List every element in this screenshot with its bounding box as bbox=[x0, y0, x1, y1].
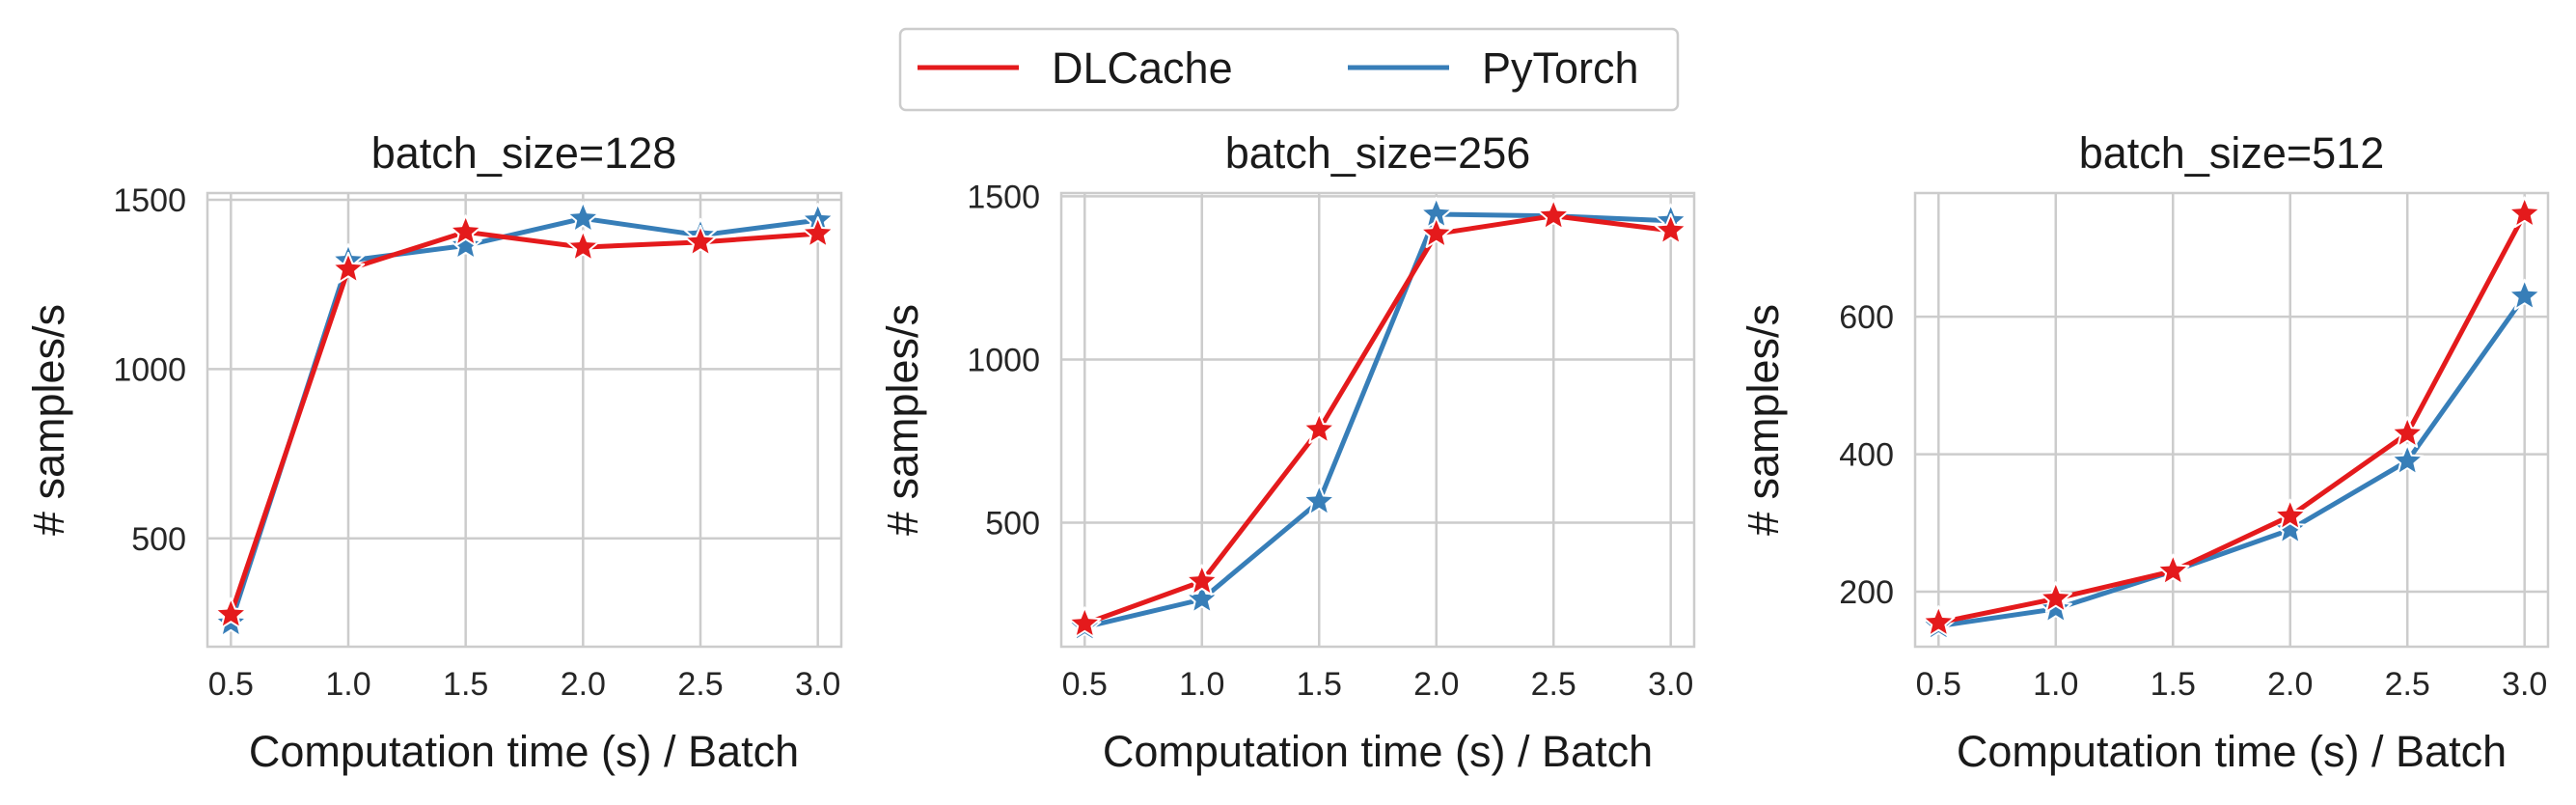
panel-2-series-pytorch bbox=[1068, 197, 1687, 642]
panel-1-dlcache-point bbox=[683, 224, 718, 257]
panel-2-x-axis-label: Computation time (s) / Batch bbox=[1103, 727, 1653, 776]
panel-3-y-tick-label: 400 bbox=[1839, 437, 1894, 474]
panel-1-y-tick-label: 1500 bbox=[113, 182, 186, 219]
panel-1-pytorch-line bbox=[228, 215, 819, 625]
panel-2-dlcache-point bbox=[1302, 412, 1336, 444]
panel-3-dlcache-point bbox=[2391, 416, 2425, 448]
panel-3-dlcache-point bbox=[2273, 498, 2307, 531]
panel-1-dlcache-point bbox=[449, 214, 482, 247]
panel-2-grid bbox=[1061, 193, 1694, 647]
panel-2-title: batch_size=256 bbox=[1225, 128, 1531, 178]
legend: DLCache PyTorch bbox=[898, 27, 1680, 112]
panel-3-y-axis-label: # samples/s bbox=[1739, 304, 1788, 536]
panel-batch-128: batch_size=128 500 1000 1500 0.5 1.0 1.5 2.0 2… bbox=[24, 128, 843, 776]
panel-3-dlcache-point bbox=[2156, 553, 2190, 586]
panel-1-y-tick-label: 500 bbox=[131, 521, 186, 558]
panel-3-x-tick-label: 1.0 bbox=[2033, 666, 2078, 703]
panel-3-dlcache-point bbox=[2507, 196, 2541, 229]
panel-1-grid bbox=[207, 193, 841, 647]
panel-2-x-tick-label: 2.0 bbox=[1413, 666, 1459, 703]
panel-3-x-tick-label: 0.5 bbox=[1916, 666, 1961, 703]
panel-2-pytorch-point bbox=[1185, 582, 1219, 614]
panel-3-dlcache-point bbox=[2039, 581, 2072, 613]
panel-1-y-axis-label: # samples/s bbox=[24, 304, 73, 536]
panel-3-pytorch-point bbox=[2507, 278, 2541, 311]
panel-3-x-axis-label: Computation time (s) / Batch bbox=[1957, 727, 2507, 776]
panel-1-x-axis-label: Computation time (s) / Batch bbox=[249, 727, 799, 776]
panel-3-pytorch-line bbox=[1937, 294, 2527, 629]
panel-3-frame bbox=[1913, 191, 2550, 649]
panel-2-x-tick-label: 0.5 bbox=[1062, 666, 1108, 703]
panel-1-dlcache-line bbox=[228, 229, 818, 616]
panel-1-x-tick-label: 1.5 bbox=[443, 666, 488, 703]
panel-3-series-dlcache bbox=[1922, 196, 2541, 637]
panel-2-series-dlcache bbox=[1068, 198, 1687, 639]
panel-1-y-ticks: 500 1000 1500 bbox=[113, 182, 186, 558]
legend-frame bbox=[898, 27, 1680, 112]
panel-2-x-tick-label: 2.5 bbox=[1531, 666, 1576, 703]
panel-3-y-tick-label: 200 bbox=[1839, 574, 1894, 611]
panel-3-x-tick-label: 2.5 bbox=[2385, 666, 2430, 703]
legend-label-dlcache: DLCache bbox=[1052, 43, 1233, 93]
panel-3-x-tick-label: 1.5 bbox=[2151, 666, 2196, 703]
panel-3-x-tick-label: 3.0 bbox=[2502, 666, 2547, 703]
panel-1-x-tick-label: 1.0 bbox=[325, 666, 370, 703]
panel-1-x-tick-label: 0.5 bbox=[208, 666, 254, 703]
panel-2-frame bbox=[1059, 191, 1696, 649]
panel-3-title: batch_size=512 bbox=[2079, 128, 2385, 178]
panel-1-dlcache-point bbox=[214, 597, 248, 629]
panel-1-pytorch-point bbox=[566, 201, 600, 234]
panel-batch-256: batch_size=256 500 1000 1500 0.5 1.0 1.5 2.0 2… bbox=[878, 128, 1696, 776]
panel-3-dlcache-point bbox=[1922, 605, 1956, 637]
panel-3-pytorch-point bbox=[2391, 443, 2425, 476]
panel-2-dlcache-line bbox=[1083, 213, 1672, 626]
panel-batch-512: batch_size=512 200 400 600 0.5 1.0 1.5 2.0 2.5… bbox=[1739, 128, 2550, 776]
panel-2-x-tick-label: 1.0 bbox=[1179, 666, 1224, 703]
panel-2-pytorch-line bbox=[1083, 211, 1671, 630]
panel-2-x-tick-label: 1.5 bbox=[1297, 666, 1342, 703]
panel-2-y-axis-label: # samples/s bbox=[878, 304, 927, 536]
panel-3-series-pytorch bbox=[1922, 278, 2541, 641]
panel-1-x-tick-label: 3.0 bbox=[795, 666, 840, 703]
panel-1-dlcache-point bbox=[566, 230, 600, 262]
panel-1-x-ticks: 0.5 1.0 1.5 2.0 2.5 3.0 bbox=[208, 666, 841, 703]
panel-2-dlcache-point bbox=[1654, 212, 1687, 245]
panel-1-dlcache-point bbox=[331, 251, 366, 284]
panel-1-series-pytorch bbox=[214, 201, 835, 638]
panel-1-dlcache-point bbox=[801, 216, 835, 248]
panel-1-title: batch_size=128 bbox=[371, 128, 677, 178]
legend-label-pytorch: PyTorch bbox=[1482, 43, 1639, 93]
panel-2-dlcache-point bbox=[1419, 216, 1453, 248]
panel-1-x-tick-label: 2.0 bbox=[561, 666, 606, 703]
panel-2-dlcache-point bbox=[1068, 606, 1102, 639]
panel-3-y-ticks: 200 400 600 bbox=[1839, 299, 1894, 611]
panel-1-series-dlcache bbox=[214, 214, 835, 629]
panel-3-y-tick-label: 600 bbox=[1839, 299, 1894, 336]
panel-2-dlcache-point bbox=[1185, 564, 1219, 597]
panel-1-pytorch-point bbox=[449, 228, 482, 261]
panel-2-y-tick-label: 1000 bbox=[967, 342, 1040, 378]
panel-2-y-tick-label: 500 bbox=[985, 506, 1040, 542]
panel-3-pytorch-point bbox=[2273, 512, 2307, 544]
panel-3-pytorch-point bbox=[2039, 591, 2072, 624]
panel-1-y-tick-label: 1000 bbox=[113, 351, 186, 388]
panel-3-grid bbox=[1915, 193, 2548, 647]
panel-2-dlcache-point bbox=[1537, 198, 1571, 231]
panel-3-dlcache-line bbox=[1937, 212, 2527, 625]
panel-2-y-ticks: 500 1000 1500 bbox=[967, 179, 1040, 541]
panel-1-x-tick-label: 2.5 bbox=[677, 666, 723, 703]
panel-3-x-ticks: 0.5 1.0 1.5 2.0 2.5 3.0 bbox=[1916, 666, 2548, 703]
panel-2-pytorch-point bbox=[1302, 484, 1336, 516]
panel-1-frame bbox=[206, 191, 843, 649]
panel-2-y-tick-label: 1500 bbox=[967, 179, 1040, 215]
panel-3-x-tick-label: 2.0 bbox=[2267, 666, 2313, 703]
panel-2-x-ticks: 0.5 1.0 1.5 2.0 2.5 3.0 bbox=[1062, 666, 1694, 703]
panel-2-x-tick-label: 3.0 bbox=[1648, 666, 1693, 703]
